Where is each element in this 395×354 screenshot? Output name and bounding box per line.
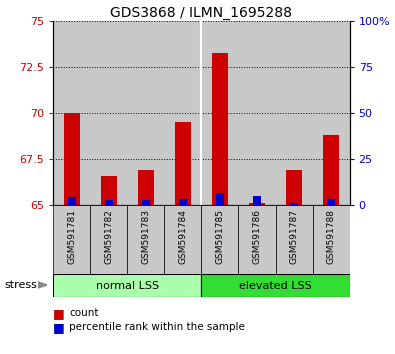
Text: percentile rank within the sample: percentile rank within the sample bbox=[69, 322, 245, 332]
Bar bbox=[68, 197, 75, 205]
Bar bbox=[249, 204, 265, 205]
Bar bbox=[127, 205, 164, 274]
Text: GSM591784: GSM591784 bbox=[179, 209, 188, 264]
Bar bbox=[164, 21, 201, 205]
Text: GSM591787: GSM591787 bbox=[290, 209, 299, 264]
Bar bbox=[175, 122, 191, 205]
Bar bbox=[64, 113, 80, 205]
Text: normal LSS: normal LSS bbox=[96, 281, 159, 291]
Bar bbox=[276, 205, 312, 274]
Text: GSM591782: GSM591782 bbox=[104, 209, 113, 264]
Bar bbox=[101, 176, 117, 205]
Bar bbox=[253, 196, 261, 205]
Text: GSM591785: GSM591785 bbox=[215, 209, 224, 264]
Bar bbox=[53, 274, 201, 297]
Bar bbox=[90, 21, 127, 205]
Bar bbox=[201, 274, 350, 297]
Title: GDS3868 / ILMN_1695288: GDS3868 / ILMN_1695288 bbox=[111, 6, 292, 20]
Polygon shape bbox=[38, 282, 47, 288]
Bar bbox=[239, 21, 276, 205]
Bar bbox=[105, 200, 113, 205]
Text: ■: ■ bbox=[53, 321, 65, 334]
Bar bbox=[212, 52, 228, 205]
Bar bbox=[216, 193, 224, 205]
Text: count: count bbox=[69, 308, 99, 318]
Text: ■: ■ bbox=[53, 307, 65, 320]
Bar bbox=[164, 205, 201, 274]
Bar bbox=[312, 205, 350, 274]
Bar bbox=[142, 200, 150, 205]
Bar bbox=[179, 199, 186, 205]
Bar bbox=[239, 205, 276, 274]
Text: stress: stress bbox=[4, 280, 37, 290]
Bar bbox=[53, 205, 90, 274]
Bar bbox=[312, 21, 350, 205]
Bar bbox=[201, 21, 239, 205]
Bar bbox=[137, 170, 154, 205]
Text: GSM591781: GSM591781 bbox=[67, 209, 76, 264]
Bar bbox=[90, 205, 127, 274]
Text: GSM591786: GSM591786 bbox=[252, 209, 261, 264]
Bar bbox=[323, 135, 339, 205]
Bar bbox=[327, 199, 335, 205]
Text: elevated LSS: elevated LSS bbox=[239, 281, 312, 291]
Bar bbox=[127, 21, 164, 205]
Bar bbox=[201, 205, 239, 274]
Bar bbox=[276, 21, 312, 205]
Bar bbox=[286, 170, 302, 205]
Text: GSM591788: GSM591788 bbox=[327, 209, 336, 264]
Text: GSM591783: GSM591783 bbox=[141, 209, 150, 264]
Bar bbox=[290, 202, 298, 205]
Bar bbox=[53, 21, 90, 205]
